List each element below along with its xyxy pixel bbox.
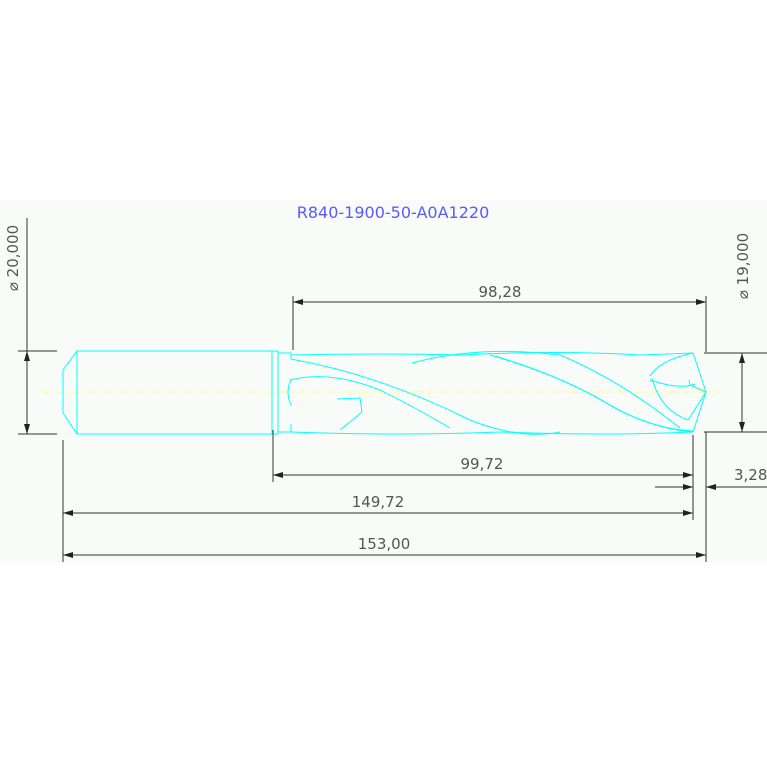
drawing-title: R840-1900-50-A0A1220 [297,203,490,222]
sheet-background [0,200,767,563]
dim-body-length: 99,72 [461,455,504,473]
dim-tip-length: 3,28 [734,466,767,484]
drill-outline [62,350,707,435]
dim-flute-length: 98,28 [479,283,522,301]
dim-body-diameter: ⌀ 19,000 [734,233,752,299]
dim-shank-diameter: ⌀ 20,000 [4,225,22,291]
dim-length-to-tip: 149,72 [352,493,405,511]
collar [272,350,279,435]
dimension-lines [18,218,767,562]
dim-overall-length: 153,00 [358,535,411,553]
